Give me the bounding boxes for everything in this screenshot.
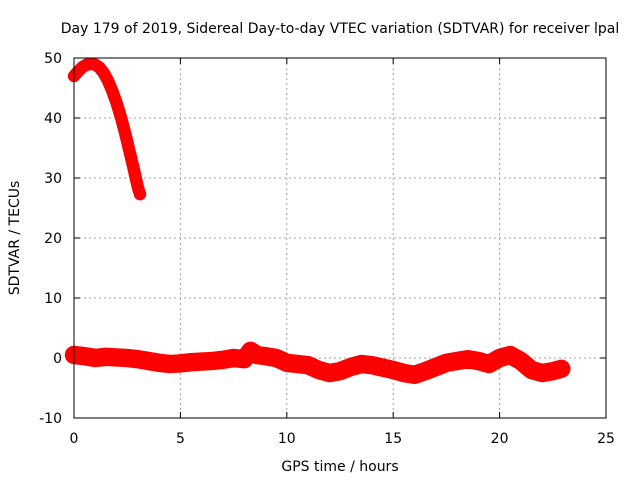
data-point	[75, 68, 82, 75]
x-tick-label: 0	[70, 431, 79, 447]
data-point	[198, 358, 205, 365]
data-point	[273, 355, 280, 361]
data-point	[337, 368, 343, 375]
x-tick-label: 5	[176, 431, 185, 447]
data-point	[347, 364, 354, 370]
grid	[74, 58, 606, 418]
data-point	[400, 370, 407, 376]
data-point	[315, 367, 322, 373]
data-point	[145, 358, 152, 364]
series-0	[67, 57, 147, 201]
x-tick-label: 15	[384, 431, 402, 447]
data-point	[113, 354, 120, 361]
data-point	[254, 352, 260, 358]
y-tick-label: 40	[44, 111, 62, 127]
data-point	[422, 368, 429, 375]
series-1	[64, 341, 571, 384]
x-tick-label: 25	[597, 431, 615, 447]
axis-ticks: 0 5 10 15 20 25 -10 0 10 20 30 40 50	[39, 51, 615, 447]
data-point	[230, 355, 237, 361]
y-axis-label: SDTVAR / TECUs	[7, 181, 23, 296]
data-point	[368, 362, 375, 369]
data-point	[122, 130, 129, 136]
data-point	[134, 356, 141, 363]
data-point	[126, 147, 133, 154]
data-point	[496, 355, 503, 361]
data-point	[464, 356, 471, 363]
data-point	[177, 360, 184, 367]
data-point	[100, 70, 107, 76]
data-point	[102, 353, 109, 360]
data-point	[241, 356, 248, 363]
data-point	[549, 368, 556, 375]
data-point	[130, 165, 137, 172]
data-point	[326, 370, 333, 376]
data-point	[209, 358, 216, 364]
y-tick-label: 20	[44, 231, 62, 247]
data-point	[294, 361, 301, 367]
data-point	[156, 359, 163, 366]
x-axis-label: GPS time / hours	[281, 459, 398, 475]
x-tick-label: 10	[278, 431, 296, 447]
y-tick-label: 50	[44, 51, 62, 67]
y-tick-label: 30	[44, 171, 62, 187]
data-point	[443, 359, 450, 366]
chart-title: Day 179 of 2019, Sidereal Day-to-day VTE…	[61, 21, 619, 37]
data-point	[475, 358, 482, 364]
data-point	[188, 359, 194, 366]
data-point	[134, 184, 141, 190]
data-point	[113, 100, 120, 106]
x-tick-label: 20	[491, 431, 509, 447]
data-point	[92, 355, 99, 361]
data-point	[283, 359, 290, 366]
data-point	[124, 355, 131, 361]
data-point	[390, 367, 397, 373]
data-point	[247, 347, 254, 354]
data-point	[262, 353, 269, 360]
plot-frame	[73, 57, 607, 419]
data-point	[220, 356, 226, 363]
data-series	[64, 57, 571, 384]
y-tick-label: 0	[53, 351, 62, 367]
data-point	[137, 191, 143, 198]
data-point	[105, 77, 111, 84]
data-point	[92, 61, 99, 68]
data-point	[558, 365, 565, 372]
data-point	[432, 364, 439, 370]
data-point	[379, 364, 386, 371]
data-point	[305, 362, 312, 369]
data-point	[358, 361, 365, 367]
data-point	[517, 358, 524, 364]
data-point	[454, 358, 460, 364]
data-point	[507, 352, 514, 358]
data-point	[81, 353, 88, 360]
data-point	[96, 64, 103, 71]
data-point	[486, 361, 492, 367]
data-point	[528, 367, 535, 373]
data-point	[166, 361, 173, 367]
y-tick-label: -10	[39, 411, 62, 427]
data-point	[117, 113, 124, 120]
data-point	[539, 370, 546, 376]
data-point	[109, 88, 116, 94]
data-point	[411, 371, 418, 378]
y-tick-label: 10	[44, 291, 62, 307]
